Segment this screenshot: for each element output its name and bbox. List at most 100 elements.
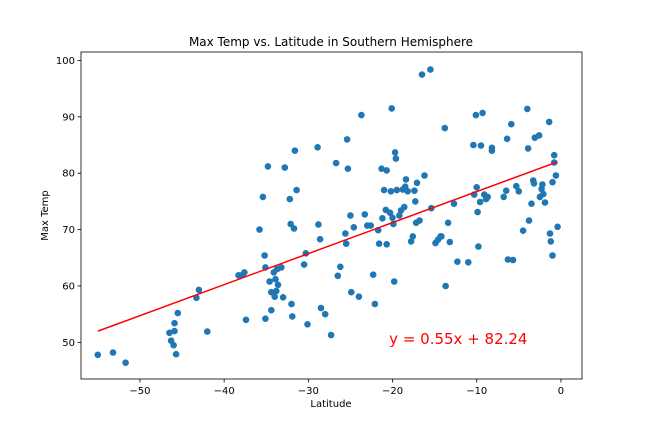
data-point [500, 193, 508, 201]
data-point [547, 238, 555, 245]
data-point [262, 315, 269, 323]
data-point [271, 293, 279, 301]
x-tick-label: −10 [466, 386, 487, 397]
data-point [170, 341, 177, 349]
data-point [504, 256, 512, 263]
plot-area [80, 51, 583, 380]
data-point [402, 176, 410, 183]
data-point [273, 287, 280, 295]
data-point [416, 217, 423, 224]
data-point [502, 187, 510, 194]
data-point [171, 327, 178, 335]
data-point [122, 359, 129, 367]
data-point [450, 200, 458, 207]
data-point [94, 351, 102, 359]
data-point [256, 226, 263, 233]
data-point [413, 179, 421, 187]
regression-equation: y = 0.55x + 82.24 [389, 330, 527, 348]
data-point [109, 349, 117, 356]
data-point [477, 142, 485, 149]
data-point [404, 188, 412, 195]
data-point [472, 111, 480, 119]
data-point [204, 328, 211, 335]
data-point [446, 238, 454, 246]
data-point [535, 132, 543, 139]
data-point [334, 272, 342, 280]
x-axis-ticks: −50 −40 −30 −20 −10 0 [129, 379, 564, 397]
data-point [392, 155, 400, 162]
data-point [390, 278, 398, 285]
x-tick-label: 0 [558, 386, 564, 397]
data-point [549, 178, 556, 186]
data-point [278, 264, 285, 271]
data-point [172, 350, 180, 358]
data-point [321, 310, 329, 318]
data-point [367, 222, 375, 229]
data-point [288, 300, 295, 308]
data-point [361, 211, 369, 218]
data-point [259, 193, 267, 201]
data-point [383, 167, 391, 174]
data-point [289, 313, 296, 320]
data-point [409, 233, 417, 240]
data-point [524, 105, 531, 113]
regression-line [97, 161, 558, 332]
data-point [350, 224, 358, 231]
data-point [513, 182, 520, 190]
y-tick-label: 70 [62, 225, 75, 236]
data-point [530, 180, 538, 187]
data-point [264, 163, 272, 170]
data-point [391, 149, 399, 156]
data-point [412, 198, 419, 205]
data-point [524, 145, 532, 152]
data-point [347, 212, 354, 219]
data-point [476, 198, 484, 206]
data-point [396, 212, 403, 219]
data-point [474, 208, 481, 216]
plot-area-frame [80, 51, 583, 380]
data-point [316, 235, 324, 243]
data-point [441, 124, 449, 132]
data-point [515, 188, 523, 195]
data-point [411, 187, 418, 194]
data-point [300, 261, 308, 268]
y-tick-label: 60 [62, 281, 75, 292]
data-point [525, 217, 533, 224]
data-point [418, 71, 426, 78]
data-point [268, 288, 275, 296]
data-point [261, 252, 268, 259]
y-tick-label: 100 [56, 56, 75, 67]
data-point [546, 230, 554, 237]
data-point [386, 209, 394, 216]
data-point [380, 186, 388, 194]
data-point [371, 300, 379, 308]
data-point [378, 165, 385, 172]
data-point [375, 240, 383, 247]
data-point [549, 252, 556, 259]
data-point [315, 221, 322, 228]
y-tick-label: 80 [62, 169, 75, 180]
data-point [401, 203, 408, 211]
data-point [242, 316, 250, 324]
data-point [488, 147, 496, 154]
data-point [174, 309, 182, 317]
y-axis-ticks: 50 60 70 80 90 100 [56, 56, 81, 349]
data-point [554, 223, 561, 231]
data-point [442, 282, 449, 290]
data-point [314, 144, 321, 151]
data-point [274, 281, 282, 289]
scatter-points [94, 66, 561, 367]
data-point [552, 172, 560, 179]
data-point [383, 241, 391, 248]
data-point [393, 186, 401, 194]
data-point [327, 331, 335, 339]
data-point [241, 269, 248, 276]
data-point [348, 288, 355, 296]
data-point [407, 238, 415, 245]
data-point [171, 319, 178, 327]
data-point [421, 172, 428, 179]
data-point [454, 258, 461, 266]
data-point [484, 193, 492, 201]
